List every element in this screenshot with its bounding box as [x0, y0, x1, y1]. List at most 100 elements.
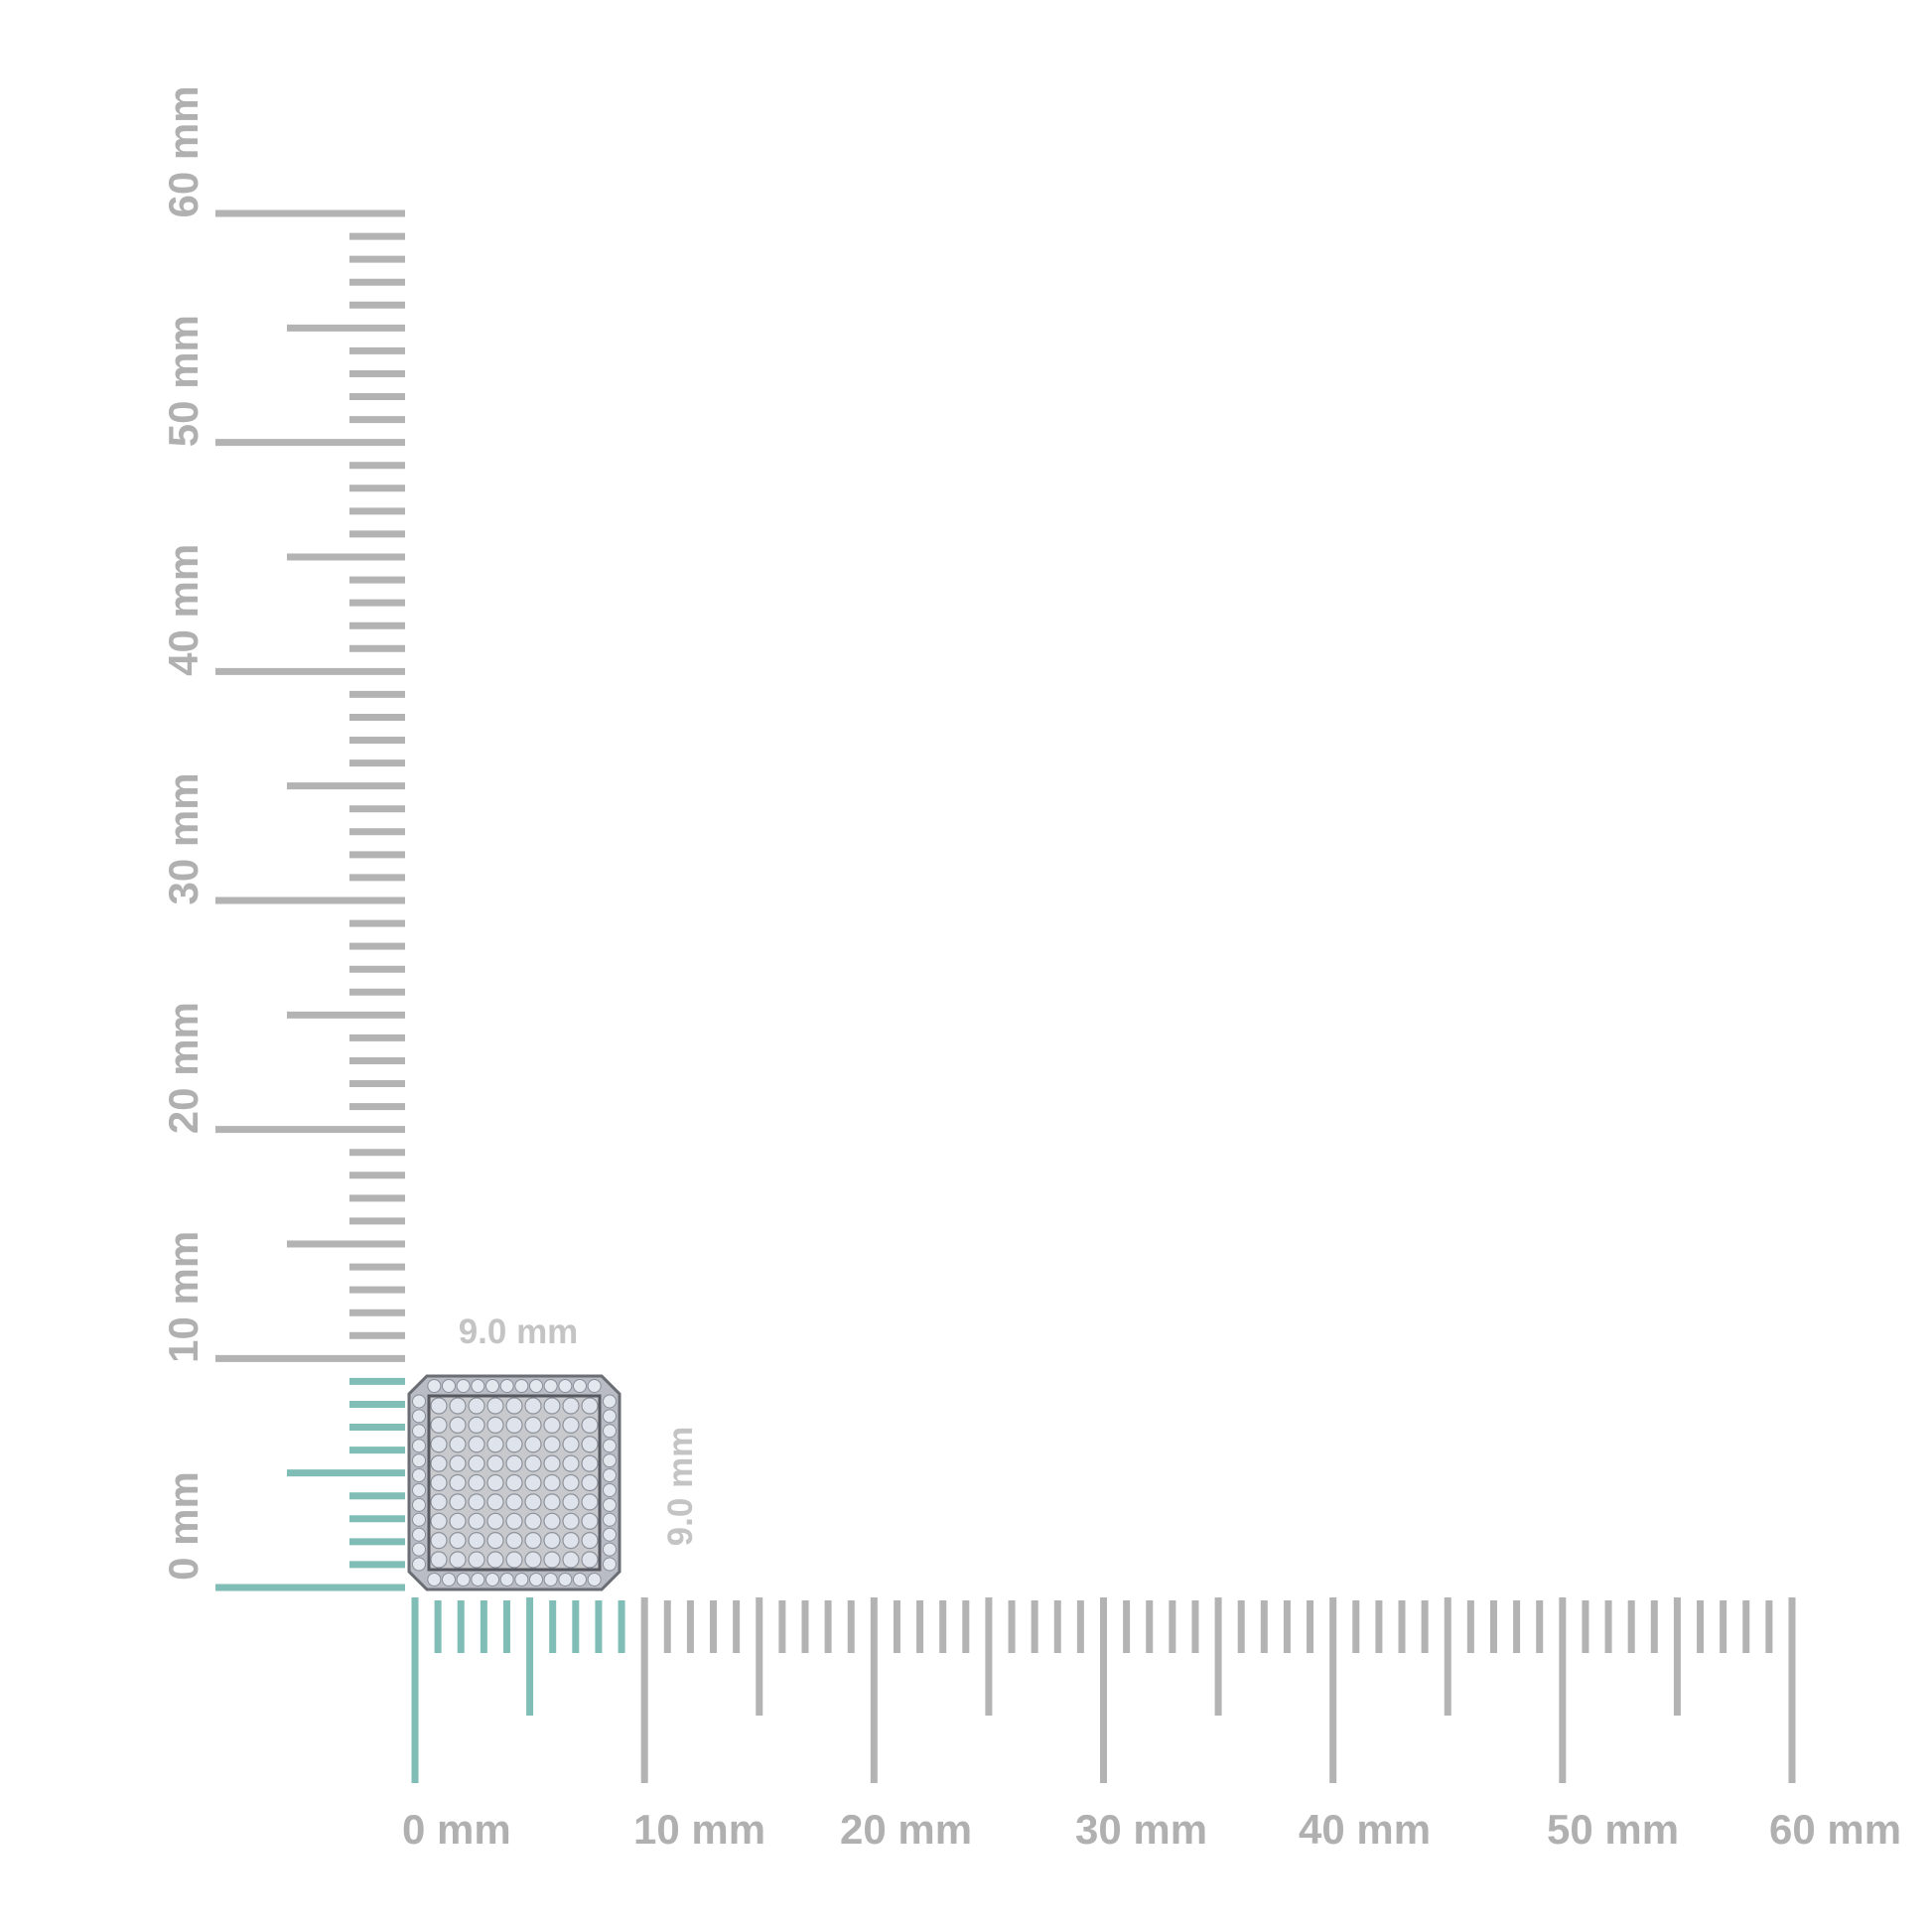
vertical-ruler-labels: 0 mm 10 mm 20 mm 30 mm 40 mm 50 mm 60 mm — [160, 85, 207, 1580]
halo-stone — [412, 1453, 426, 1468]
halo-stone — [514, 1379, 529, 1393]
halo-stone — [412, 1557, 426, 1572]
pave-stone — [581, 1493, 599, 1511]
pave-stone — [486, 1493, 504, 1511]
pave-stone — [543, 1532, 561, 1550]
pave-stone — [468, 1454, 485, 1472]
pave-stone — [505, 1473, 523, 1492]
halo-stone — [529, 1379, 543, 1393]
pave-stone — [505, 1436, 523, 1453]
halo-stone — [603, 1482, 617, 1497]
pave-stone — [562, 1512, 580, 1530]
horizontal-ruler — [411, 1597, 1796, 1783]
pave-stone — [449, 1493, 467, 1511]
pave-stone — [468, 1512, 485, 1530]
pave-stone — [449, 1397, 467, 1415]
halo-stone — [603, 1512, 617, 1527]
pave-stone — [468, 1436, 485, 1453]
pave-stone — [581, 1436, 599, 1453]
halo-stone — [514, 1573, 529, 1587]
pave-stone — [449, 1551, 467, 1569]
halo-stone — [603, 1527, 617, 1542]
vertical-ruler — [215, 209, 405, 1591]
pave-stone — [581, 1532, 599, 1550]
halo-stone — [603, 1542, 617, 1557]
pave-stone — [581, 1551, 599, 1569]
pave-stone — [430, 1397, 448, 1415]
vertical-tick-label: 40 mm — [160, 544, 207, 676]
halo-stone — [442, 1379, 456, 1393]
vertical-tick-label: 30 mm — [160, 772, 207, 904]
horizontal-tick-label: 20 mm — [840, 1806, 972, 1853]
pave-stone — [543, 1512, 561, 1530]
halo-stone — [603, 1468, 617, 1483]
pave-stone — [524, 1454, 542, 1472]
halo-stone — [499, 1573, 514, 1587]
pave-stone — [524, 1473, 542, 1492]
pave-stone — [468, 1416, 485, 1434]
pave-stone — [543, 1493, 561, 1511]
pave-stone — [486, 1551, 504, 1569]
pave-stone — [505, 1512, 523, 1530]
pave-stone — [524, 1512, 542, 1530]
halo-stone — [603, 1409, 617, 1424]
halo-stone — [573, 1379, 587, 1393]
pave-stone — [562, 1416, 580, 1434]
height-dimension-label: 9.0 mm — [661, 1427, 700, 1547]
halo-stone — [412, 1497, 426, 1512]
pave-stone — [486, 1473, 504, 1492]
horizontal-tick-label: 30 mm — [1075, 1806, 1207, 1853]
halo-stone — [412, 1439, 426, 1453]
pave-stone — [562, 1551, 580, 1569]
pave-stone — [486, 1532, 504, 1550]
halo-stone — [529, 1573, 543, 1587]
pave-stone — [562, 1436, 580, 1453]
vertical-tick-label: 0 mm — [160, 1471, 207, 1581]
halo-stone — [412, 1512, 426, 1527]
pave-stone — [430, 1551, 448, 1569]
vertical-tick-label: 60 mm — [160, 85, 207, 217]
pave-stone — [486, 1512, 504, 1530]
horizontal-tick-label: 40 mm — [1299, 1806, 1431, 1853]
pave-stone — [505, 1397, 523, 1415]
halo-stone — [485, 1573, 499, 1587]
pave-stone — [505, 1551, 523, 1569]
pave-stone — [543, 1551, 561, 1569]
pave-stone — [524, 1532, 542, 1550]
pave-stone — [468, 1551, 485, 1569]
pave-stone — [562, 1493, 580, 1511]
halo-stone — [587, 1379, 602, 1393]
pave-stone — [430, 1473, 448, 1492]
horizontal-tick-label: 10 mm — [633, 1806, 765, 1853]
halo-stone — [412, 1409, 426, 1424]
pave-stone — [562, 1454, 580, 1472]
halo-stone — [471, 1379, 485, 1393]
pave-stone — [581, 1454, 599, 1472]
halo-stone — [603, 1394, 617, 1409]
pave-stone — [449, 1454, 467, 1472]
pave-stone — [562, 1473, 580, 1492]
halo-stone — [499, 1379, 514, 1393]
vertical-tick-label: 20 mm — [160, 1002, 207, 1134]
pave-stone — [505, 1493, 523, 1511]
pave-stone — [543, 1397, 561, 1415]
pave-stone — [449, 1473, 467, 1492]
vertical-tick-label: 10 mm — [160, 1231, 207, 1363]
halo-stone — [587, 1573, 602, 1587]
pave-stone — [430, 1436, 448, 1453]
pave-stone — [543, 1436, 561, 1453]
pave-stone — [505, 1416, 523, 1434]
pave-stone — [468, 1397, 485, 1415]
pave-stone — [524, 1493, 542, 1511]
horizontal-tick-label: 0 mm — [402, 1806, 511, 1853]
halo-stone — [456, 1379, 471, 1393]
halo-stone — [412, 1394, 426, 1409]
pave-stone — [430, 1493, 448, 1511]
pave-stone — [430, 1512, 448, 1530]
pave-stone — [486, 1416, 504, 1434]
halo-stone — [412, 1527, 426, 1542]
horizontal-tick-label: 50 mm — [1547, 1806, 1679, 1853]
pave-stone — [524, 1436, 542, 1453]
